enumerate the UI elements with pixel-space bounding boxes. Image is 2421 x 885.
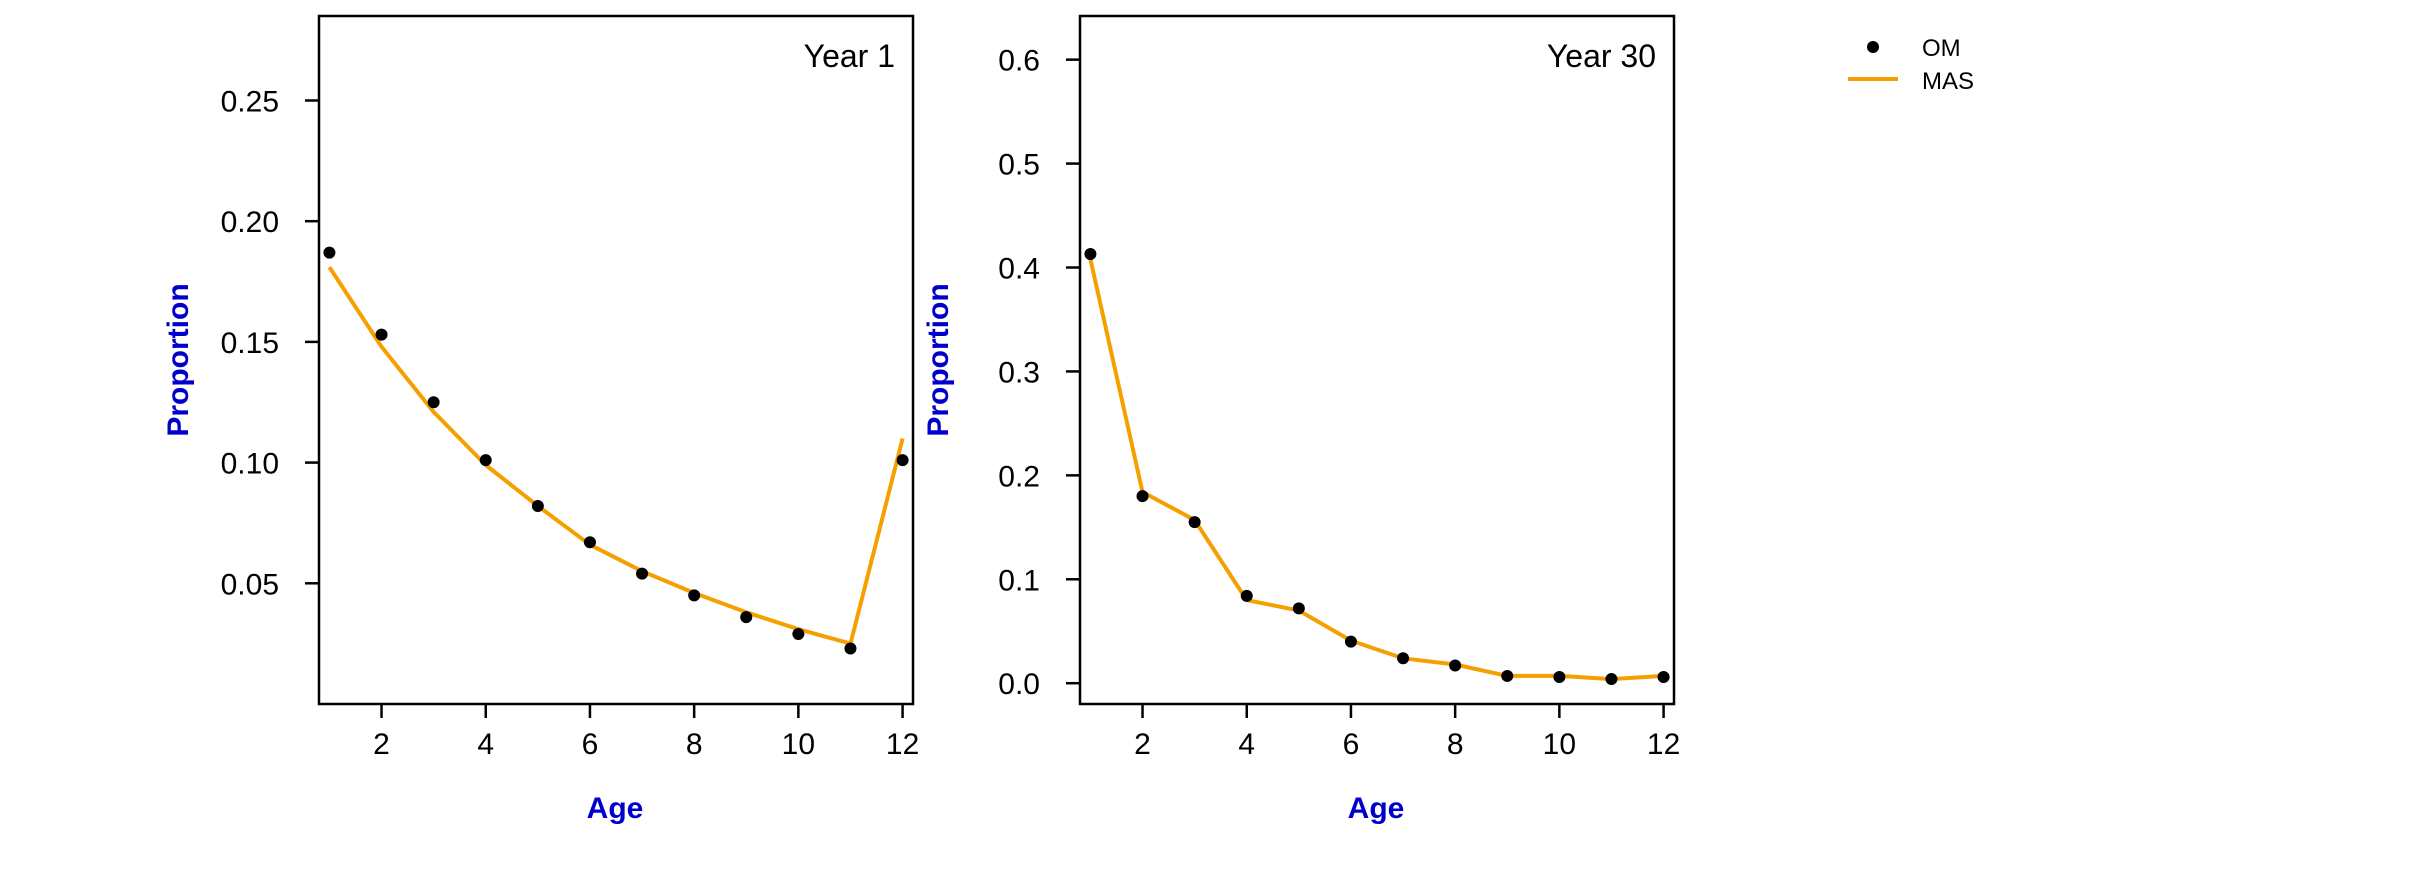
- om-point-year-1: [479, 454, 492, 467]
- om-point-year-1: [583, 536, 596, 549]
- y-tick-label-year-30: 0.4: [998, 253, 1040, 286]
- y-axis-title-year-1: Proportion: [162, 283, 195, 436]
- plot-frame-year-30: [1078, 14, 1676, 706]
- om-point-year-30: [1449, 659, 1462, 672]
- plot-frame-year-1: [317, 14, 915, 706]
- x-tick-label-year-30: 10: [1543, 728, 1576, 761]
- x-tick-label-year-30: 6: [1343, 728, 1360, 761]
- y-tick-label-year-30: 0.0: [998, 668, 1040, 701]
- legend: OM MAS: [1848, 35, 1974, 95]
- om-point-year-1: [740, 611, 753, 624]
- axis-ticks-year-1: 2 4 6 8 10 12 0.05 0.10 0.15 0.20 0.25: [221, 85, 920, 761]
- om-point-year-30: [1501, 669, 1514, 682]
- y-tick-label-year-30: 0.6: [998, 45, 1040, 78]
- x-tick-label-year-1: 8: [686, 728, 703, 761]
- om-point-year-30: [1397, 652, 1410, 665]
- om-point-year-30: [1084, 247, 1097, 260]
- om-point-year-30: [1136, 490, 1149, 503]
- om-point-year-30: [1553, 670, 1566, 683]
- x-tick-label-year-30: 8: [1447, 728, 1464, 761]
- om-point-year-1: [323, 246, 336, 259]
- om-point-year-1: [531, 500, 544, 513]
- y-tick-label-year-1: 0.25: [221, 85, 279, 118]
- om-point-year-1: [792, 627, 805, 640]
- panel-year-1: Year 1 Age Proportion 2 4 6 8 10 12 0.05 0.10 0.…: [162, 14, 920, 825]
- y-tick-label-year-1: 0.05: [221, 568, 279, 601]
- legend-mas-label: MAS: [1922, 68, 1974, 95]
- om-point-year-30: [1240, 589, 1253, 602]
- om-point-year-1: [896, 454, 909, 467]
- mas-line-year-1: [327, 266, 905, 646]
- data-marks-year-30: [1084, 247, 1670, 686]
- y-tick-label-year-30: 0.2: [998, 460, 1040, 493]
- x-tick-label-year-1: 2: [373, 728, 390, 761]
- om-point-year-1: [375, 328, 388, 341]
- y-tick-label-year-30: 0.5: [998, 149, 1040, 182]
- axis-ticks-year-30: 2 4 6 8 10 12 0.0 0.1 0.2 0.3 0.4 0.5 0.6: [998, 45, 1680, 761]
- om-point-year-30: [1344, 635, 1357, 648]
- x-tick-label-year-1: 10: [782, 728, 815, 761]
- x-tick-label-year-30: 12: [1647, 728, 1680, 761]
- y-tick-label-year-30: 0.3: [998, 356, 1040, 389]
- om-point-year-30: [1605, 673, 1618, 686]
- om-point-year-1: [844, 642, 857, 655]
- y-tick-label-year-1: 0.15: [221, 327, 279, 360]
- x-tick-label-year-1: 12: [886, 728, 919, 761]
- y-tick-label-year-1: 0.20: [221, 206, 279, 239]
- om-point-year-30: [1292, 602, 1305, 615]
- y-tick-label-year-1: 0.10: [221, 448, 279, 481]
- data-marks-year-1: [323, 246, 909, 655]
- panel-title-year-30: Year 30: [1547, 38, 1656, 74]
- panel-title-year-1: Year 1: [804, 38, 895, 74]
- x-axis-title-year-30: Age: [1348, 792, 1405, 825]
- panel-year-30: Year 30 Age Proportion 2 4 6 8 10 12 0.0 0.1 0.2…: [922, 14, 1680, 825]
- x-tick-label-year-1: 4: [477, 728, 494, 761]
- om-point-year-1: [688, 589, 701, 602]
- x-axis-title-year-1: Age: [587, 792, 644, 825]
- om-point-year-1: [427, 396, 440, 409]
- om-point-year-30: [1188, 516, 1201, 529]
- y-tick-label-year-30: 0.1: [998, 564, 1040, 597]
- y-axis-title-year-30: Proportion: [922, 283, 955, 436]
- x-tick-label-year-30: 2: [1134, 728, 1151, 761]
- om-point-year-30: [1657, 670, 1670, 683]
- x-tick-label-year-1: 6: [582, 728, 599, 761]
- x-tick-label-year-30: 4: [1238, 728, 1255, 761]
- legend-om-label: OM: [1922, 35, 1961, 62]
- om-point-year-1: [636, 567, 649, 580]
- legend-om-marker: [1867, 41, 1879, 53]
- mas-line-year-30: [1088, 258, 1664, 682]
